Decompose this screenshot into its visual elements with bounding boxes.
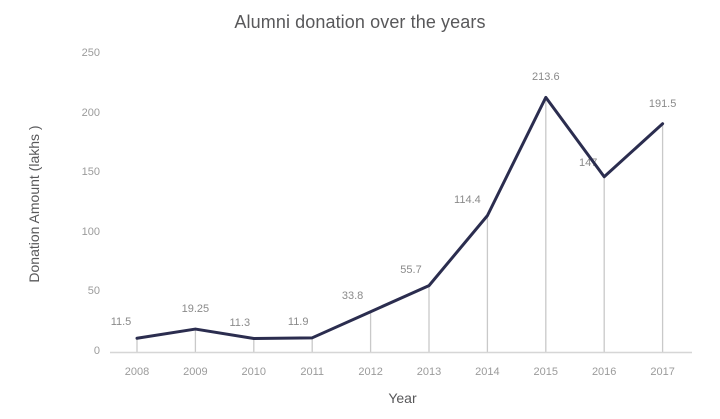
data-point-label: 114.4 — [454, 193, 481, 206]
x-tick-label: 2017 — [650, 366, 675, 378]
y-tick-label: 250 — [81, 47, 100, 59]
x-tick-label: 2009 — [183, 366, 208, 378]
data-point-label: 55.7 — [400, 263, 422, 276]
y-tick-label: 100 — [81, 225, 100, 238]
x-tick-label: 2012 — [358, 366, 383, 378]
data-point-label: 11.3 — [229, 316, 251, 329]
data-point-label: 33.8 — [341, 289, 364, 302]
x-tick-label: 2011 — [300, 366, 325, 378]
y-tick-label: 200 — [81, 106, 100, 119]
data-point-label: 11.5 — [110, 316, 132, 329]
x-tick-label: 2013 — [416, 366, 442, 378]
data-point-label: 19.25 — [181, 303, 210, 316]
series-line-donation — [135, 95, 665, 341]
data-point-label: 191.5 — [648, 97, 677, 110]
drop-lines-group — [136, 97, 664, 352]
x-tick-label: 2015 — [533, 366, 559, 378]
y-tick-label: 50 — [87, 285, 100, 298]
data-point-label: 11.9 — [287, 315, 309, 328]
chart-title: Alumni donation over the years — [234, 12, 486, 32]
x-tick-label: 2010 — [241, 366, 267, 378]
x-tick-label: 2008 — [124, 366, 150, 378]
x-tick-label: 2014 — [475, 366, 500, 378]
data-point-label: 213.6 — [532, 71, 560, 84]
x-axis-title: Year — [388, 390, 417, 406]
x-tick-label: 2016 — [591, 366, 617, 378]
y-tick-label: 0 — [93, 345, 100, 357]
y-tick-label: 150 — [81, 166, 100, 179]
